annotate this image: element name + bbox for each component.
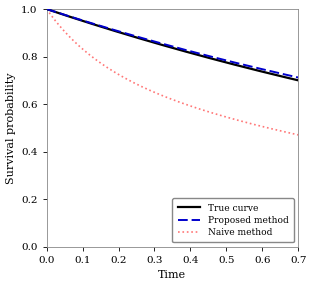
Naive method: [251, 122, 255, 126]
Proposed method: [166, 43, 169, 47]
True curve: [290, 77, 294, 81]
X-axis label: Time: Time: [158, 271, 187, 281]
Proposed method: [296, 76, 300, 79]
Proposed method: [251, 65, 255, 69]
Proposed method: [290, 74, 294, 78]
Line: Naive method: Naive method: [46, 9, 298, 135]
Naive method: [296, 133, 300, 137]
Proposed method: [194, 51, 198, 55]
True curve: [166, 45, 169, 48]
Y-axis label: Survival probability: Survival probability: [6, 72, 16, 184]
True curve: [251, 67, 255, 71]
True curve: [181, 49, 185, 52]
True curve: [296, 79, 300, 82]
Naive method: [181, 102, 185, 105]
Proposed method: [164, 43, 168, 46]
Naive method: [45, 7, 48, 11]
Legend: True curve, Proposed method, Naive method: True curve, Proposed method, Naive metho…: [172, 198, 294, 242]
Line: Proposed method: Proposed method: [46, 9, 298, 78]
Naive method: [166, 96, 169, 100]
True curve: [164, 44, 168, 48]
True curve: [194, 53, 198, 56]
True curve: [45, 7, 48, 11]
Proposed method: [45, 7, 48, 11]
Line: True curve: True curve: [46, 9, 298, 80]
Naive method: [194, 106, 198, 110]
Naive method: [290, 132, 294, 135]
Naive method: [164, 96, 168, 99]
Proposed method: [181, 47, 185, 51]
